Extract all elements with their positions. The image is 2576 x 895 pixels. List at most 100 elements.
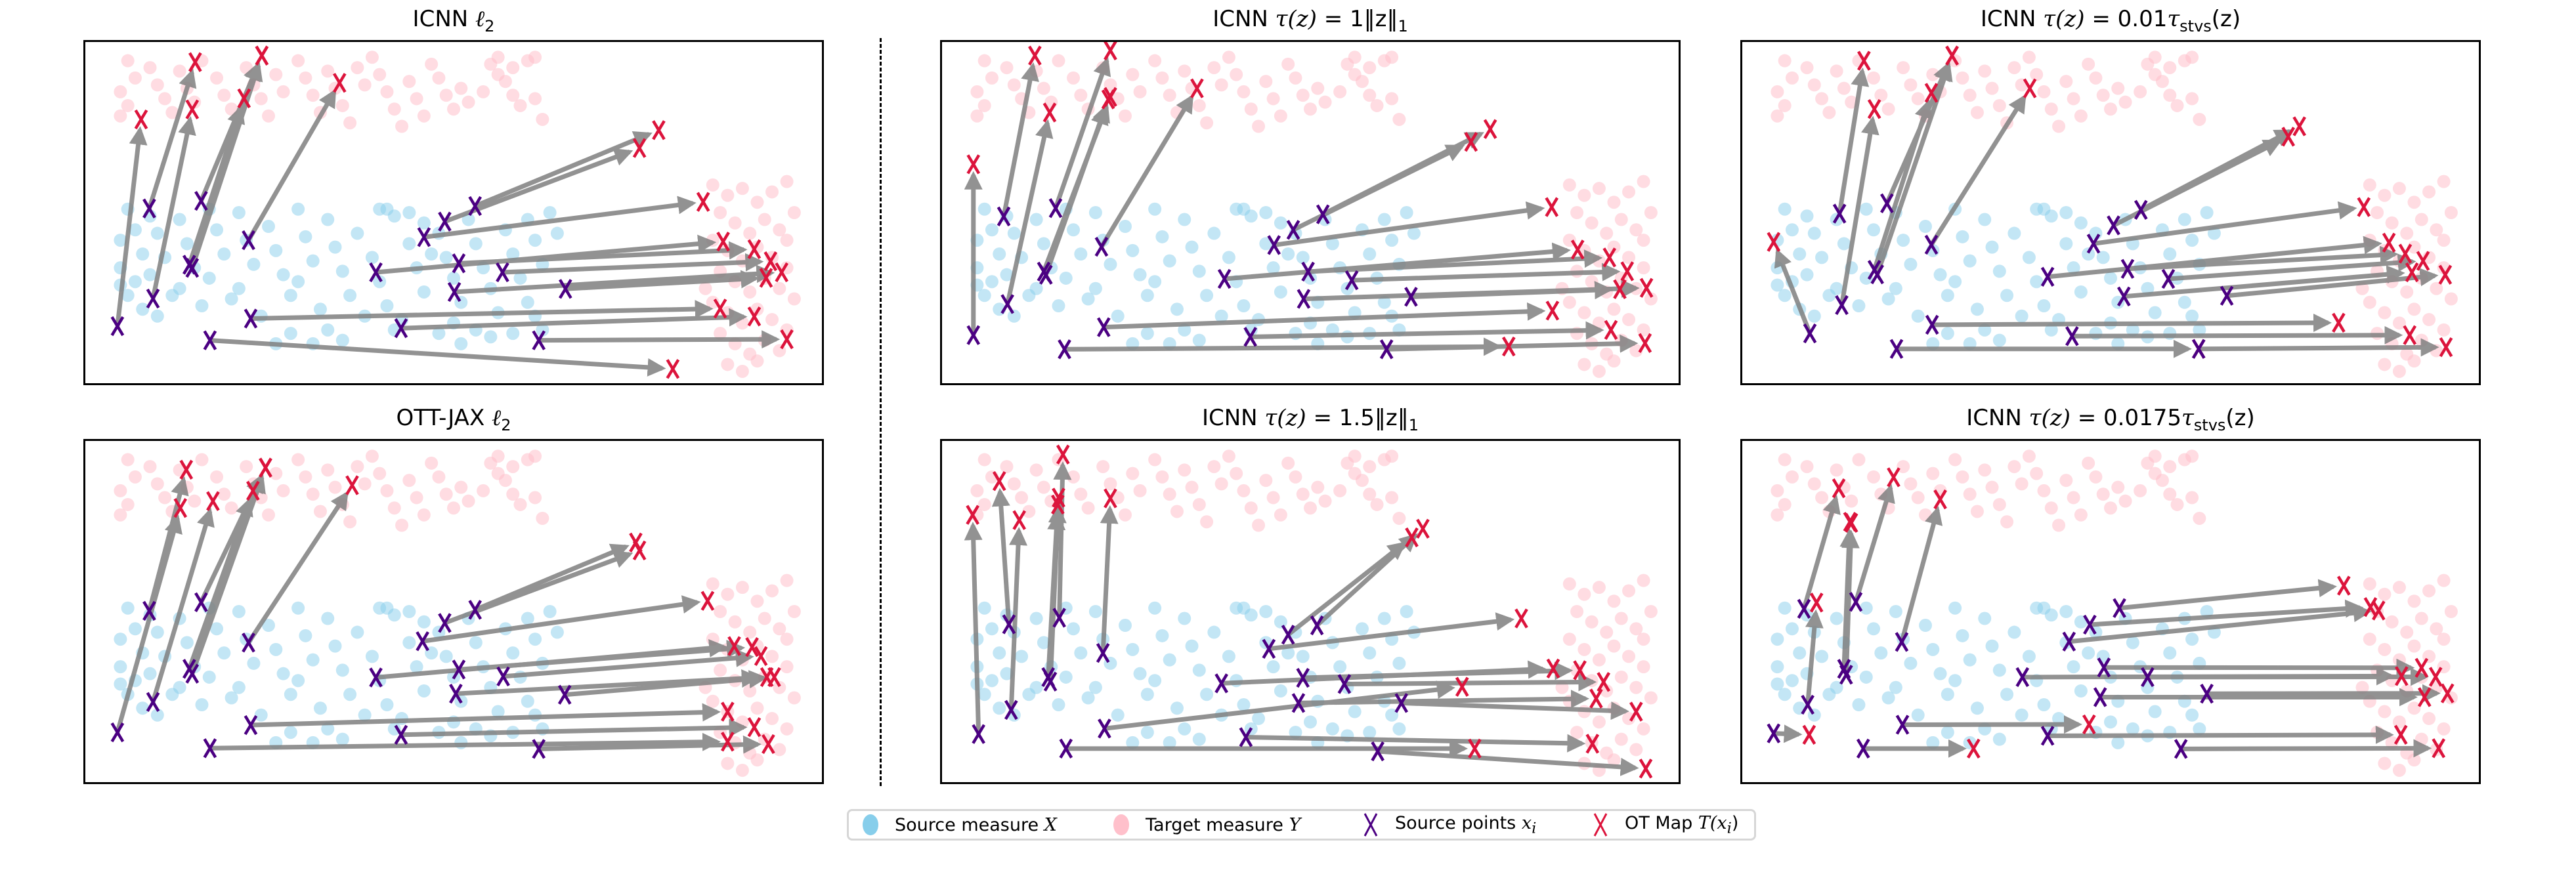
source-measure-point — [1815, 251, 1829, 264]
target-measure-point — [1970, 505, 1984, 518]
target-measure-point — [2437, 573, 2451, 587]
source-point-marker — [1297, 289, 1311, 309]
source-measure-point — [284, 688, 297, 701]
source-measure-point — [993, 247, 1006, 261]
source-measure-point — [1274, 285, 1287, 299]
source-measure-point — [1392, 722, 1406, 736]
target-measure-point — [1067, 470, 1081, 484]
target-measure-point — [765, 313, 779, 327]
source-measure-point — [1000, 268, 1014, 281]
source-measure-point — [1148, 202, 1162, 216]
target-measure-point — [365, 51, 379, 64]
source-measure-point — [454, 337, 468, 350]
source-measure-point — [1830, 281, 1843, 295]
panel-title: ICNN τ(z) = 1.5‖z‖1 — [1202, 405, 1419, 434]
target-measure-point — [787, 292, 801, 306]
ot-map-marker — [1887, 467, 1900, 488]
transport-arrow — [1872, 99, 1933, 271]
source-measure-point — [1029, 213, 1043, 226]
source-measure-point — [1214, 309, 1228, 323]
target-measure-point — [787, 605, 801, 618]
source-measure-point — [1126, 243, 1140, 257]
transport-arrow — [400, 718, 748, 738]
subplot-6 — [1740, 439, 2481, 784]
source-point-marker — [185, 663, 200, 684]
source-measure-point — [232, 680, 246, 694]
target-measure-point — [2082, 57, 2095, 71]
source-measure-point — [1192, 663, 1206, 677]
ot-map-marker — [2398, 243, 2413, 264]
source-measure-point — [1992, 663, 2006, 677]
source-measure-point — [2059, 206, 2073, 219]
target-measure-point — [1629, 622, 1643, 636]
source-measure-point — [1052, 698, 1065, 712]
source-measure-point — [1978, 612, 1992, 625]
source-measure-point — [2126, 722, 2139, 736]
target-measure-point — [1578, 188, 1591, 202]
source-point-marker — [203, 738, 217, 759]
target-measure-point — [491, 449, 505, 463]
source-measure-point — [1274, 684, 1287, 697]
target-measure-point — [513, 98, 527, 112]
target-measure-point — [1578, 358, 1591, 371]
transport-arrow — [147, 68, 197, 209]
source-measure-point — [335, 732, 349, 746]
transport-arrow — [2048, 725, 2394, 744]
title-subscript-2: 1 — [1398, 16, 1408, 35]
target-measure-point — [1296, 89, 1310, 102]
target-measure-point — [1155, 71, 1169, 85]
target-measure-point — [2363, 577, 2376, 591]
source-measure-point — [1852, 698, 1866, 712]
ot-map-marker — [173, 498, 188, 518]
target-measure-point — [1192, 497, 1206, 511]
source-measure-point — [1771, 660, 1784, 674]
source-measure-point — [1244, 209, 1258, 223]
source-measure-point — [417, 615, 431, 629]
source-point-marker — [244, 715, 258, 736]
source-point-marker — [438, 613, 452, 633]
source-measure-point — [1852, 299, 1866, 313]
target-measure-point — [143, 460, 157, 474]
source-measure-point — [180, 636, 194, 650]
target-measure-point — [2118, 494, 2132, 508]
source-measure-point — [985, 275, 998, 289]
source-measure-point — [114, 633, 127, 646]
ot-map-marker — [345, 475, 359, 495]
source-measure-point — [1088, 605, 1102, 618]
source-measure-point — [2074, 615, 2088, 629]
transport-arrow — [1805, 609, 1824, 705]
target-measure-point — [2437, 722, 2451, 736]
source-measure-point — [1985, 639, 1999, 653]
source-measure-cloud — [1771, 202, 2221, 350]
source-measure-point — [1274, 615, 1287, 629]
target-measure-point — [2074, 508, 2088, 522]
ot-map-marker — [1405, 527, 1419, 548]
source-measure-point — [1771, 677, 1784, 691]
source-measure-point — [1155, 629, 1169, 642]
target-measure-point — [2059, 474, 2073, 488]
target-measure-point — [1237, 85, 1251, 98]
source-measure-point — [2163, 646, 2177, 660]
source-point-marker — [1870, 264, 1885, 285]
source-measure-point — [1148, 275, 1162, 289]
source-measure-point — [1059, 271, 1073, 285]
source-point-marker — [1301, 261, 1315, 282]
source-point-marker — [110, 722, 125, 743]
target-measure-point — [1170, 505, 1184, 518]
transport-arrow — [423, 196, 697, 239]
target-measure-point — [1289, 470, 1302, 484]
target-measure-point — [1778, 497, 1792, 511]
target-measure-point — [1614, 612, 1628, 625]
panel-title: ICNN ℓ2 — [413, 6, 495, 35]
ot-map-marker — [2405, 262, 2419, 283]
target-measure-point — [498, 474, 512, 488]
target-measure-point — [1637, 633, 1650, 646]
source-measure-point — [1941, 289, 1954, 302]
ot-map-marker — [259, 457, 272, 478]
ot-map-marker — [1104, 40, 1117, 60]
source-point-marker — [1296, 667, 1310, 688]
target-measure-point — [787, 691, 801, 705]
target-measure-point — [2444, 206, 2458, 219]
source-point-marker — [1767, 723, 1781, 743]
ot-map-marker — [1638, 333, 1652, 353]
